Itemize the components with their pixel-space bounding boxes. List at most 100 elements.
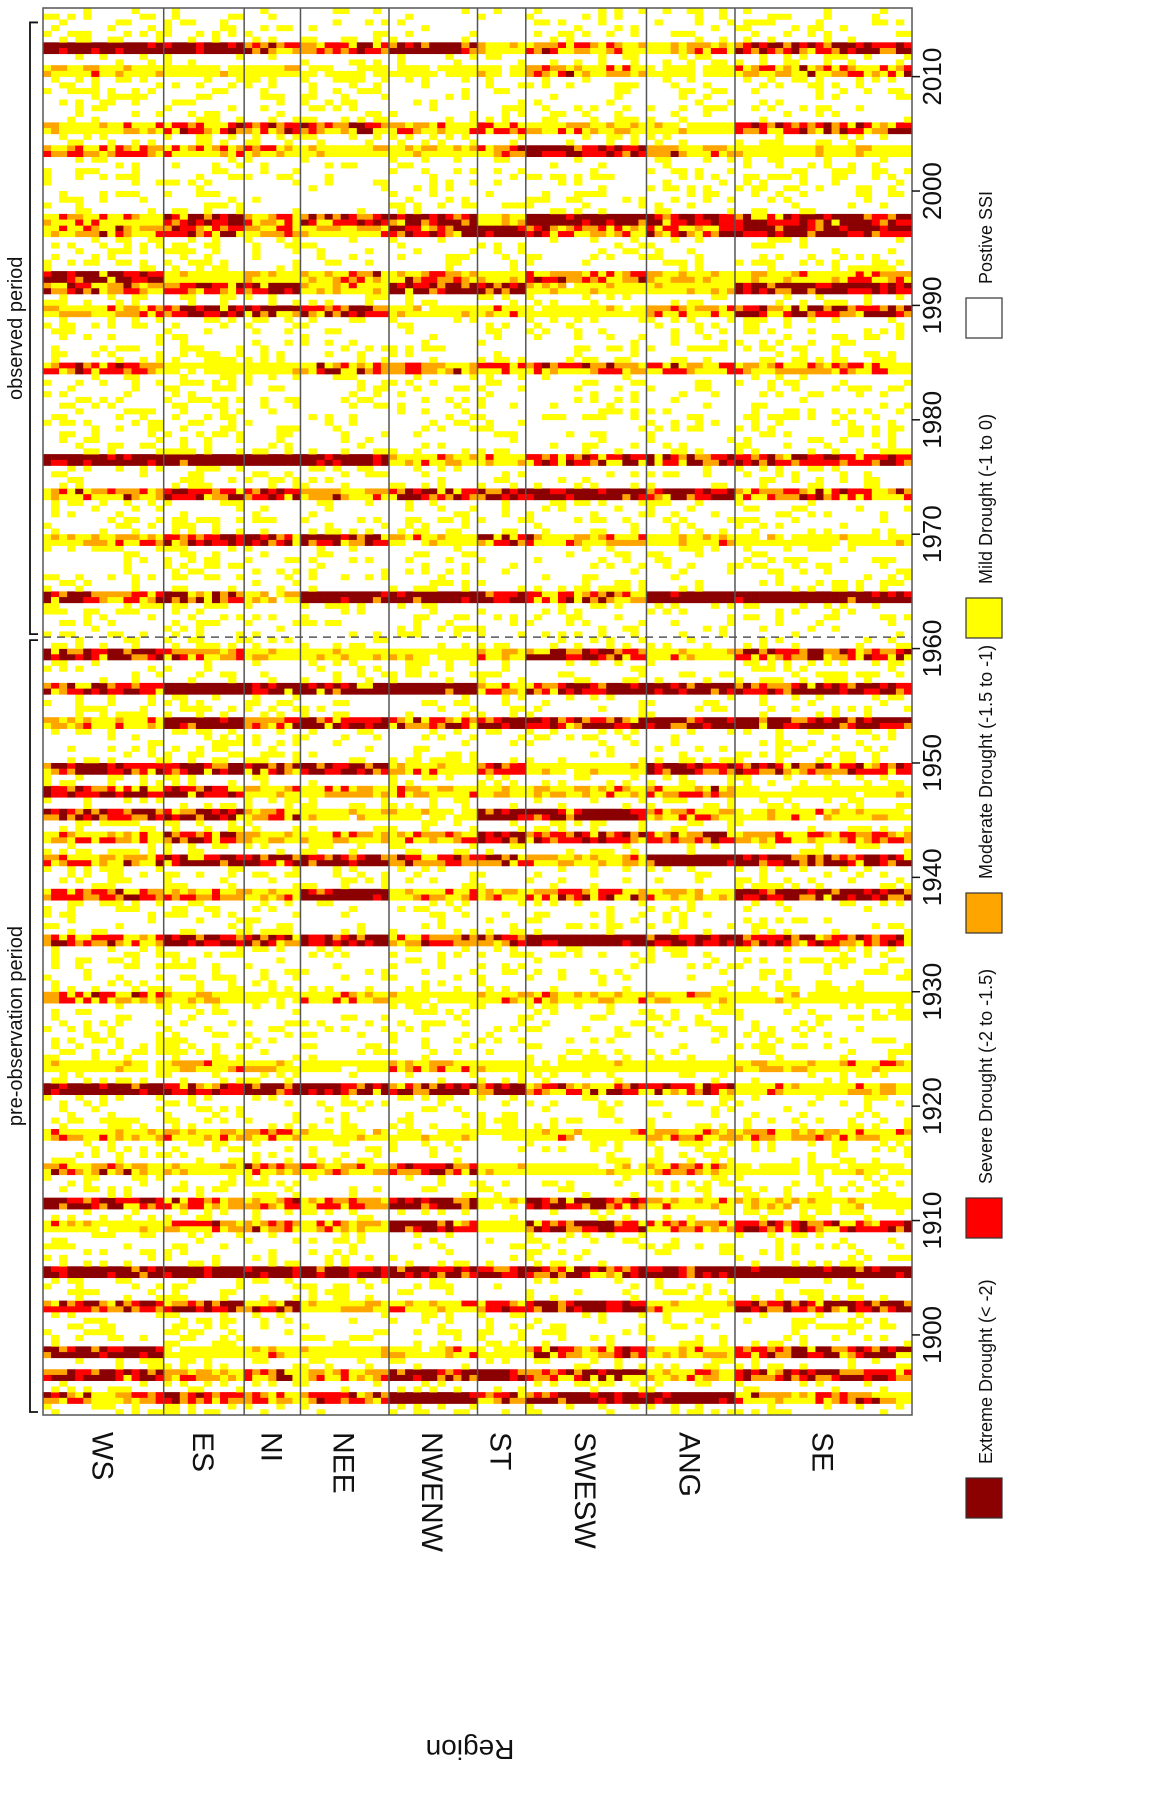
heatmap-cell bbox=[316, 940, 325, 947]
heatmap-cell bbox=[252, 122, 261, 129]
heatmap-cell bbox=[340, 1083, 350, 1090]
heatmap-cell bbox=[364, 259, 374, 266]
heatmap-cell bbox=[244, 928, 253, 935]
heatmap-cell bbox=[316, 843, 325, 850]
heatmap-cell bbox=[163, 1169, 173, 1176]
heatmap-cell bbox=[220, 1300, 229, 1307]
heatmap-cell bbox=[260, 1352, 269, 1359]
heatmap-cell bbox=[292, 619, 301, 627]
heatmap-cell bbox=[372, 1169, 382, 1176]
heatmap-cell bbox=[43, 1083, 52, 1090]
heatmap-cell bbox=[324, 682, 333, 689]
heatmap-cell bbox=[171, 459, 181, 466]
heatmap-cell bbox=[244, 276, 253, 283]
heatmap-cell bbox=[220, 722, 229, 729]
heatmap-cell bbox=[155, 305, 164, 312]
heatmap-cell bbox=[260, 1374, 269, 1381]
heatmap-cell bbox=[244, 374, 253, 381]
heatmap-cell bbox=[356, 219, 366, 226]
heatmap-cell bbox=[228, 311, 237, 318]
heatmap-cell bbox=[292, 65, 301, 72]
heatmap-cell bbox=[348, 591, 358, 598]
heatmap-cell bbox=[67, 213, 76, 220]
heatmap-cell bbox=[356, 1374, 366, 1381]
heatmap-cell bbox=[364, 1369, 374, 1376]
heatmap-cell bbox=[131, 1169, 140, 1176]
heatmap-cell bbox=[51, 25, 60, 32]
heatmap-cell bbox=[372, 831, 382, 838]
heatmap-cell bbox=[332, 1157, 342, 1164]
heatmap-cell bbox=[252, 368, 261, 375]
heatmap-cell bbox=[147, 459, 156, 466]
heatmap-cell bbox=[252, 1169, 261, 1176]
heatmap-cell bbox=[380, 934, 390, 941]
heatmap-cell bbox=[139, 368, 148, 375]
heatmap-cell bbox=[187, 991, 197, 998]
heatmap-cell bbox=[179, 1151, 189, 1158]
heatmap-cell bbox=[292, 488, 301, 495]
heatmap-cell bbox=[364, 225, 374, 232]
heatmap-cell bbox=[75, 139, 84, 146]
heatmap-cell bbox=[356, 688, 366, 695]
heatmap-cell bbox=[139, 282, 148, 289]
heatmap-cell bbox=[147, 48, 156, 55]
heatmap-cell bbox=[107, 780, 116, 787]
heatmap-cell bbox=[260, 454, 269, 461]
heatmap-cell bbox=[236, 1134, 245, 1141]
heatmap-cell bbox=[171, 1323, 181, 1330]
heatmap-cell bbox=[308, 116, 317, 123]
heatmap-cell bbox=[244, 539, 253, 546]
heatmap-cell bbox=[324, 1134, 333, 1141]
heatmap-cell bbox=[83, 1209, 92, 1216]
heatmap-cell bbox=[179, 231, 189, 238]
heatmap-cell bbox=[211, 934, 221, 941]
heatmap-cell bbox=[372, 59, 382, 66]
heatmap-cell bbox=[252, 1003, 261, 1010]
heatmap-cell bbox=[252, 757, 261, 764]
heatmap-cell bbox=[171, 1037, 181, 1044]
heatmap-cell bbox=[244, 648, 253, 655]
heatmap-cell bbox=[179, 1169, 189, 1176]
heatmap-cell bbox=[340, 1220, 350, 1227]
heatmap-cell bbox=[51, 1163, 60, 1170]
heatmap-cell bbox=[332, 276, 342, 283]
heatmap-cell bbox=[340, 539, 350, 546]
heatmap-cell bbox=[348, 682, 358, 689]
heatmap-cell bbox=[348, 688, 358, 695]
heatmap-cell bbox=[59, 1100, 68, 1107]
heatmap-cell bbox=[139, 648, 148, 655]
heatmap-cell bbox=[372, 362, 382, 369]
heatmap-cell bbox=[276, 65, 285, 72]
heatmap-cell bbox=[340, 225, 350, 232]
heatmap-cell bbox=[155, 213, 164, 220]
heatmap-cell bbox=[300, 276, 309, 283]
heatmap-cell bbox=[244, 1163, 253, 1170]
heatmap-cell bbox=[99, 688, 108, 695]
heatmap-cell bbox=[268, 860, 277, 867]
heatmap-cell bbox=[43, 128, 52, 135]
heatmap-cell bbox=[139, 276, 148, 283]
heatmap-cell bbox=[340, 1374, 350, 1381]
heatmap-cell bbox=[155, 888, 164, 895]
heatmap-cell bbox=[252, 70, 261, 77]
heatmap-cell bbox=[356, 894, 366, 901]
heatmap-cell bbox=[211, 940, 221, 947]
heatmap-cell bbox=[107, 619, 116, 627]
heatmap-cell bbox=[228, 271, 237, 278]
heatmap-cell bbox=[276, 219, 285, 226]
heatmap-cell bbox=[59, 1266, 68, 1273]
heatmap-cell bbox=[364, 282, 374, 289]
heatmap-cell bbox=[139, 1249, 148, 1256]
heatmap-cell bbox=[268, 682, 277, 689]
heatmap-cell bbox=[67, 900, 76, 907]
heatmap-cell bbox=[244, 42, 253, 49]
heatmap-cell bbox=[123, 150, 132, 158]
heatmap-cell bbox=[163, 597, 173, 604]
heatmap-cell bbox=[244, 282, 253, 289]
heatmap-cell bbox=[236, 814, 245, 821]
heatmap-cell bbox=[139, 408, 148, 415]
heatmap-cell bbox=[372, 1203, 382, 1210]
heatmap-cell bbox=[195, 1106, 205, 1113]
heatmap-cell bbox=[340, 162, 350, 169]
heatmap-cell bbox=[155, 1083, 164, 1090]
